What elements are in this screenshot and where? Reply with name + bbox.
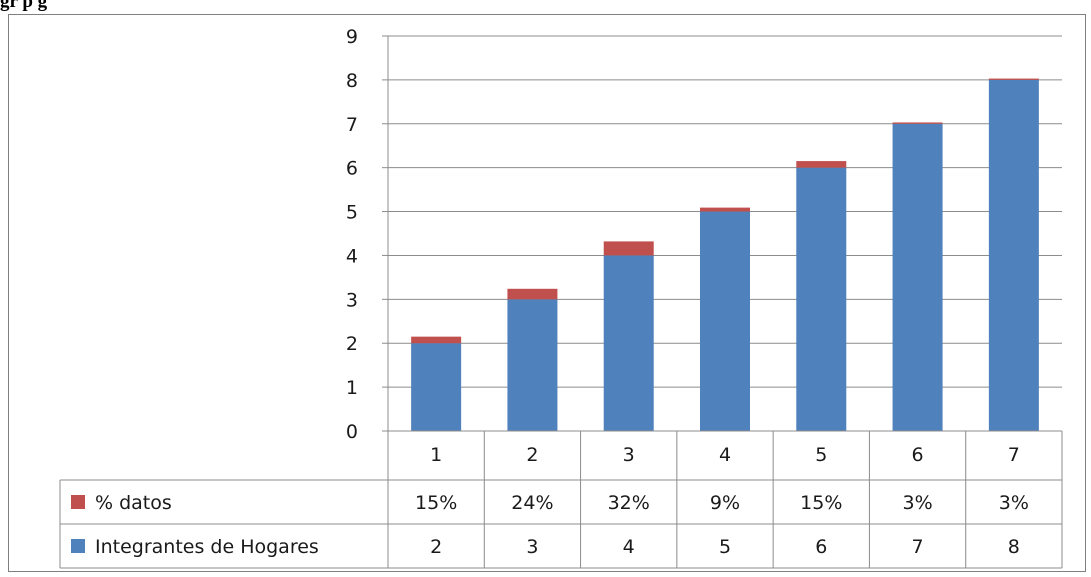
bar-integrantes-de-hogares bbox=[796, 167, 847, 431]
chart-title-text: gr p g bbox=[0, 0, 48, 12]
x-category-label: 6 bbox=[912, 444, 924, 466]
legend-swatch bbox=[71, 539, 85, 553]
legend-series-name: % datos bbox=[95, 492, 172, 514]
table-cell-value: 6 bbox=[815, 536, 827, 558]
bar-integrantes-de-hogares bbox=[988, 79, 1039, 431]
y-tick-label: 1 bbox=[346, 377, 358, 399]
y-tick-label: 2 bbox=[346, 333, 358, 355]
y-tick-label: 8 bbox=[346, 70, 358, 92]
table-cell-value: 2 bbox=[430, 536, 442, 558]
table-cell-value: 4 bbox=[623, 536, 635, 558]
table-cell-value: 5 bbox=[719, 536, 731, 558]
x-category-label: 2 bbox=[526, 444, 538, 466]
x-category-label: 4 bbox=[719, 444, 731, 466]
y-tick-label: 4 bbox=[346, 245, 358, 267]
chart-title-fragment: gr p g bbox=[0, 0, 1091, 14]
bar-pct-datos bbox=[796, 161, 847, 168]
bar-integrantes-de-hogares bbox=[700, 211, 750, 431]
y-tick-label: 3 bbox=[346, 289, 358, 311]
bar-pct-datos bbox=[603, 241, 654, 256]
x-category-label: 1 bbox=[430, 444, 442, 466]
y-tick-label: 0 bbox=[346, 421, 358, 443]
bar-pct-datos bbox=[892, 122, 943, 124]
y-axis: 0 1 2 3 4 5 6 7 8 9 bbox=[346, 26, 389, 443]
bar-integrantes-de-hogares bbox=[411, 343, 462, 431]
bar-pct-datos bbox=[988, 78, 1039, 80]
table-cell-value: 15% bbox=[800, 492, 842, 514]
x-category-label: 7 bbox=[1008, 444, 1020, 466]
bar-pct-datos bbox=[700, 207, 750, 212]
y-tick-label: 9 bbox=[346, 26, 358, 48]
x-category-label: 3 bbox=[623, 444, 635, 466]
table-cell-value: 32% bbox=[608, 492, 650, 514]
y-tick-label: 5 bbox=[346, 202, 358, 224]
bar-integrantes-de-hogares bbox=[507, 299, 558, 431]
data-table: 1 2 3 4 5 6 7 % datos 15% 24% 32% 9% 15% 3% 3% Integran… bbox=[59, 430, 1063, 569]
bars bbox=[411, 78, 1039, 432]
bar-integrantes-de-hogares bbox=[603, 255, 654, 431]
table-cell-value: 7 bbox=[912, 536, 924, 558]
table-cell-value: 9% bbox=[710, 492, 740, 514]
table-cell-value: 3% bbox=[902, 492, 932, 514]
table-cell-value: 3 bbox=[526, 536, 538, 558]
table-cell-value: 24% bbox=[511, 492, 553, 514]
table-cell-value: 15% bbox=[415, 492, 457, 514]
x-category-label: 5 bbox=[815, 444, 827, 466]
table-cell-value: 3% bbox=[999, 492, 1029, 514]
legend-series-name: Integrantes de Hogares bbox=[95, 536, 319, 558]
y-tick-label: 6 bbox=[346, 158, 358, 180]
table-cell-value: 8 bbox=[1008, 536, 1020, 558]
bar-pct-datos bbox=[411, 336, 462, 344]
legend-swatch bbox=[71, 495, 85, 509]
y-tick-label: 7 bbox=[346, 114, 358, 136]
bar-integrantes-de-hogares bbox=[892, 123, 943, 432]
bar-pct-datos bbox=[507, 288, 558, 300]
